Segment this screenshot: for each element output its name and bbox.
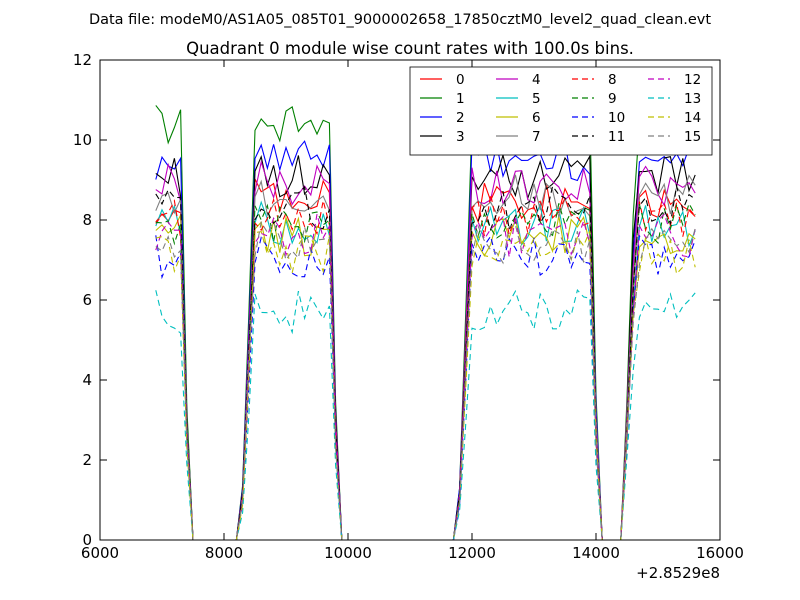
chart-title: Quadrant 0 module wise count rates with … (186, 39, 634, 58)
y-tick-label: 8 (82, 211, 92, 229)
y-tick-label: 0 (82, 531, 92, 549)
legend-label-11: 11 (608, 129, 625, 145)
y-tick-label: 6 (82, 291, 92, 309)
legend-label-6: 6 (532, 110, 541, 126)
legend-label-9: 9 (608, 91, 617, 107)
x-tick-label: 6000 (81, 544, 119, 562)
x-tick-label: 8000 (205, 544, 243, 562)
legend-label-5: 5 (532, 91, 541, 107)
y-tick-label: 10 (73, 131, 92, 149)
series-lines (155, 101, 696, 540)
legend-label-2: 2 (456, 110, 465, 126)
legend-label-10: 10 (608, 110, 625, 126)
legend-label-12: 12 (684, 72, 701, 88)
x-tick-label: 12000 (448, 544, 496, 562)
legend-label-3: 3 (456, 129, 465, 145)
legend-label-1: 1 (456, 91, 465, 107)
legend-label-15: 15 (684, 129, 701, 145)
legend-label-14: 14 (684, 110, 701, 126)
legend-label-13: 13 (684, 91, 701, 107)
x-tick-label: 16000 (696, 544, 744, 562)
legend-label-7: 7 (532, 129, 541, 145)
legend-label-8: 8 (608, 72, 617, 88)
legend-box (409, 66, 713, 156)
x-tick-label: 14000 (572, 544, 620, 562)
legend-label-0: 0 (456, 72, 465, 88)
x-offset-label: +2.8529e8 (636, 564, 720, 582)
legend-label-4: 4 (532, 72, 541, 88)
y-tick-label: 12 (73, 51, 92, 69)
plot-frame (99, 59, 721, 541)
chart-suptitle: Data file: modeM0/AS1A05_085T01_90000026… (89, 12, 711, 28)
y-tick-label: 2 (82, 451, 92, 469)
x-tick-label: 10000 (324, 544, 372, 562)
y-tick-label: 4 (82, 371, 92, 389)
